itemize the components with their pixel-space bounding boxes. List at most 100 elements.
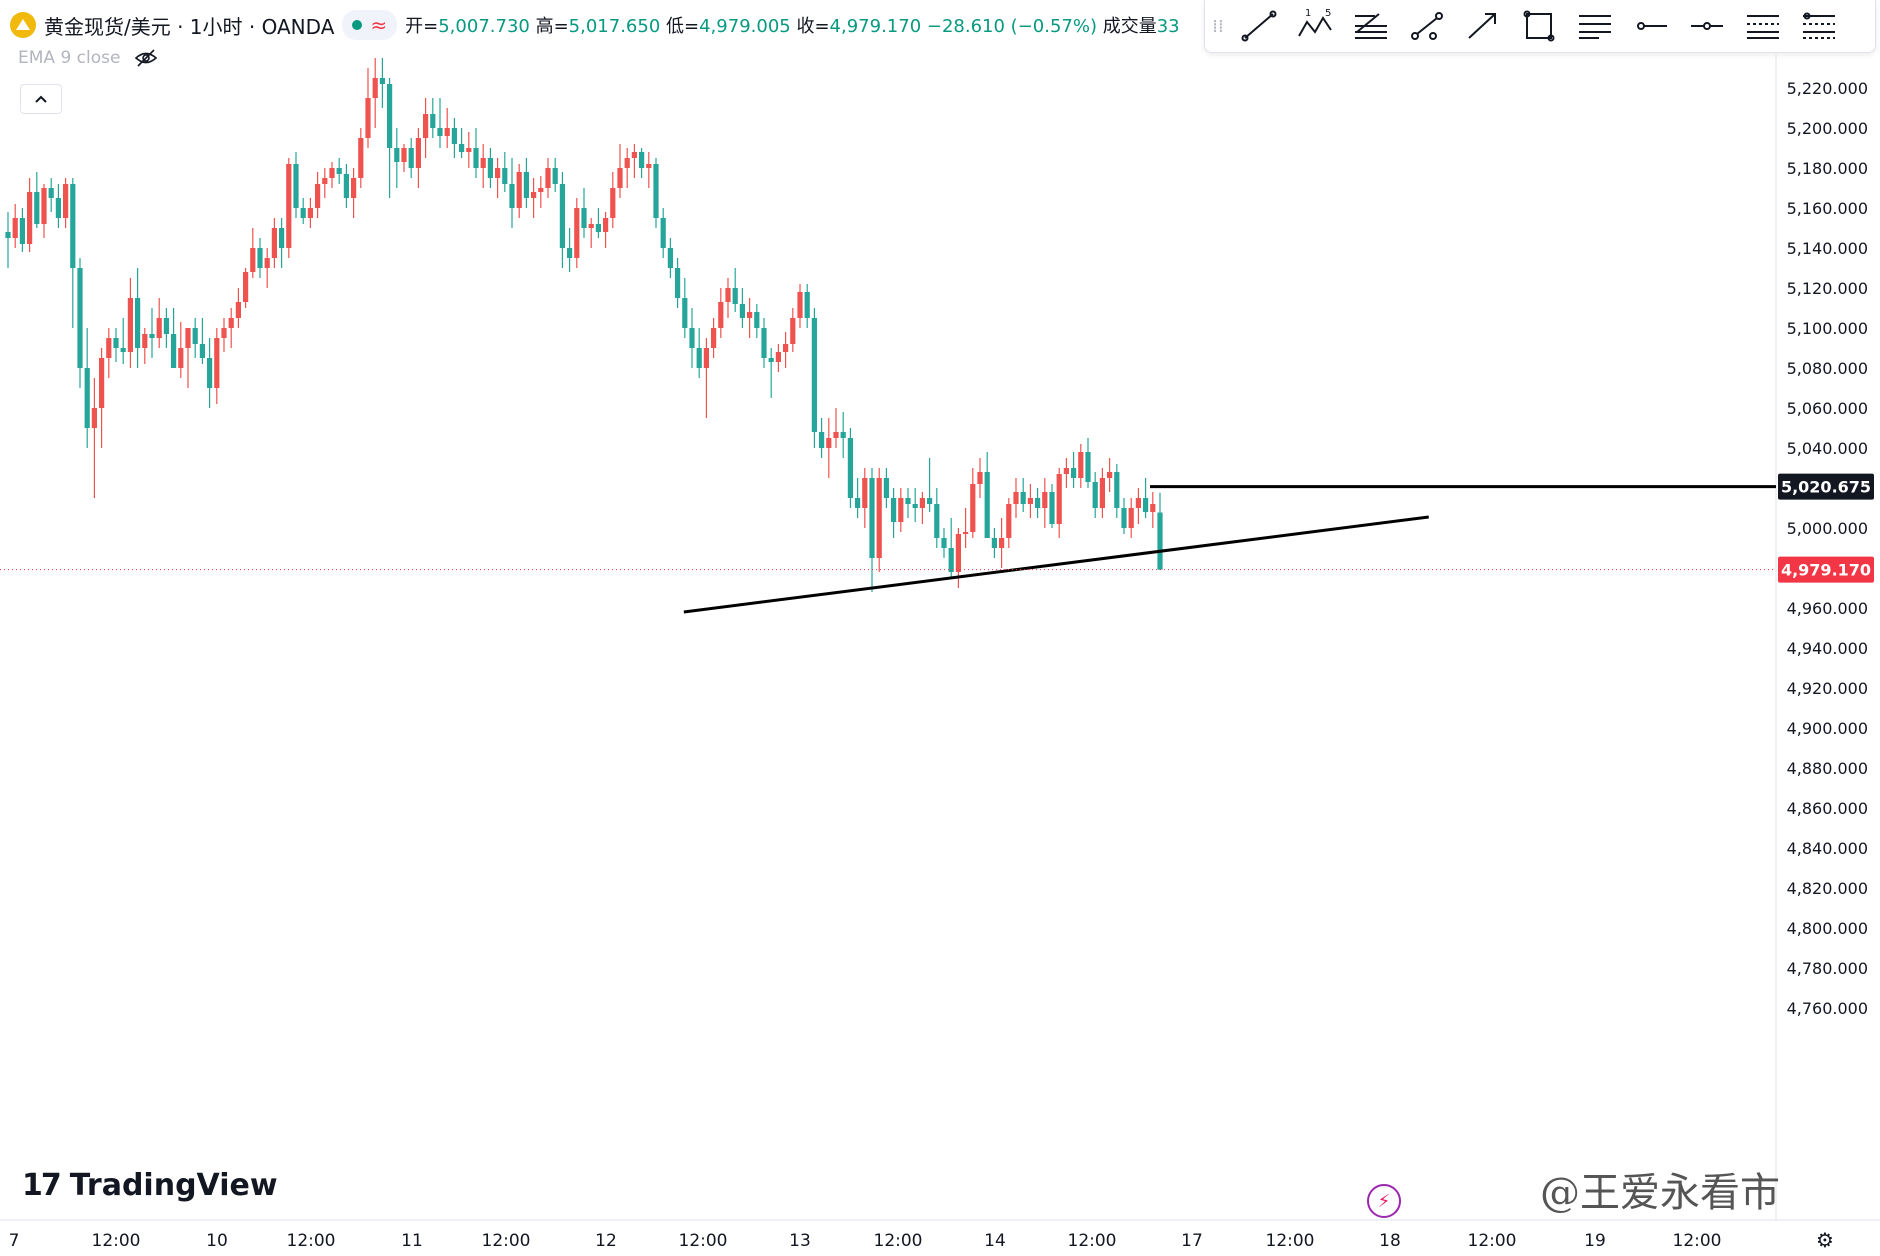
horizontal-lines-button[interactable] bbox=[1567, 4, 1623, 48]
branding-text: TradingView bbox=[69, 1168, 278, 1203]
ray-button[interactable] bbox=[1623, 4, 1679, 48]
market-status-pill[interactable]: ≈ bbox=[342, 10, 398, 40]
candle bbox=[1099, 468, 1105, 518]
candle bbox=[12, 204, 18, 248]
candle bbox=[423, 98, 429, 158]
time-axis[interactable]: 7 12:00 10 12:00 11 12:00 12 12:00 13 12:00 14 12:0… bbox=[9, 1231, 1722, 1251]
candle bbox=[41, 184, 47, 238]
candle-body bbox=[912, 504, 918, 508]
candle-body bbox=[77, 268, 83, 368]
candle bbox=[63, 178, 69, 228]
path-button[interactable] bbox=[1399, 4, 1455, 48]
candle bbox=[977, 458, 983, 498]
candle bbox=[243, 268, 249, 308]
candle bbox=[1049, 484, 1055, 528]
candle-body bbox=[970, 484, 976, 532]
tradingview-logo[interactable]: 17 TradingView bbox=[22, 1168, 278, 1203]
fib-channel-icon bbox=[1803, 12, 1835, 39]
candle-body bbox=[991, 538, 997, 548]
symbol-title[interactable]: 黄金现货/美元 · 1小时 · OANDA bbox=[44, 14, 335, 39]
candle-body bbox=[84, 368, 90, 428]
price-tick-label: 4,860.000 bbox=[1787, 799, 1868, 818]
time-tick-label: 12:00 bbox=[1673, 1231, 1722, 1251]
candle-body bbox=[163, 318, 169, 334]
candle bbox=[372, 58, 378, 128]
ohlc-values: 开=5,007.730 高=5,017.650 低=4,979.005 收=4,… bbox=[405, 12, 1180, 38]
fib-retracement-icon bbox=[1355, 13, 1387, 39]
candle bbox=[207, 338, 213, 408]
trend-line-button[interactable] bbox=[1231, 4, 1287, 48]
drawing-objects[interactable] bbox=[0, 485, 1776, 614]
candle bbox=[19, 208, 25, 252]
ema-indicator-legend[interactable]: EMA 9 close bbox=[18, 48, 158, 68]
candle bbox=[1092, 472, 1098, 518]
candle-body bbox=[574, 208, 580, 258]
price-axis[interactable]: 5,220.000 5,200.000 5,180.000 5,160.000 5,14… bbox=[1787, 79, 1868, 1018]
trend-line[interactable] bbox=[683, 515, 1429, 614]
candle-body bbox=[977, 472, 983, 484]
eye-slash-icon[interactable] bbox=[134, 48, 158, 68]
candle-body bbox=[545, 168, 551, 188]
price-tick-label: 5,040.000 bbox=[1787, 439, 1868, 458]
last-price-badge-bg bbox=[1778, 556, 1874, 583]
candle-body bbox=[1121, 508, 1127, 528]
path-icon bbox=[1411, 12, 1443, 40]
candle-body bbox=[552, 168, 558, 184]
candle-body bbox=[1092, 482, 1098, 508]
candle-body bbox=[358, 138, 364, 178]
candle-body bbox=[862, 478, 868, 508]
candle bbox=[351, 168, 357, 218]
candle bbox=[883, 468, 889, 508]
candle-body bbox=[934, 504, 940, 538]
candle-body bbox=[5, 232, 11, 238]
collapse-legend-button[interactable] bbox=[20, 84, 62, 114]
candle-body bbox=[408, 148, 414, 168]
fib-channel-button[interactable] bbox=[1791, 4, 1847, 48]
candle bbox=[55, 184, 61, 228]
candle-body bbox=[480, 158, 486, 168]
candle-body bbox=[343, 174, 349, 198]
candle-body bbox=[106, 338, 112, 358]
candle bbox=[99, 348, 105, 448]
candle bbox=[559, 172, 565, 268]
candle-body bbox=[984, 472, 990, 538]
candle-body bbox=[538, 188, 544, 192]
candle-body bbox=[293, 164, 299, 208]
candle bbox=[711, 318, 717, 358]
price-tick-label: 5,200.000 bbox=[1787, 119, 1868, 138]
settings-gear-icon[interactable]: ⚙ bbox=[1816, 1228, 1834, 1252]
candle-body bbox=[840, 432, 846, 438]
drag-handle-icon[interactable]: ⁞⁞ bbox=[1212, 15, 1224, 37]
candle bbox=[1035, 488, 1041, 518]
candle-body bbox=[1135, 498, 1141, 508]
parallel-channel-button[interactable] bbox=[1735, 4, 1791, 48]
lightning-icon[interactable]: ⚡ bbox=[1367, 1184, 1401, 1218]
candle-body bbox=[1049, 492, 1055, 524]
horizontal-ray-button[interactable] bbox=[1679, 4, 1735, 48]
chevron-up-icon bbox=[35, 95, 47, 103]
rectangle-button[interactable] bbox=[1511, 4, 1567, 48]
candle bbox=[322, 168, 328, 198]
candle-body bbox=[768, 358, 774, 362]
candle bbox=[415, 128, 421, 188]
candle-body bbox=[653, 164, 659, 218]
horizontal-lines-icon bbox=[1579, 15, 1611, 39]
candle bbox=[127, 278, 133, 368]
candle bbox=[696, 328, 702, 378]
candle bbox=[502, 152, 508, 192]
candle-body bbox=[1150, 504, 1156, 512]
candle bbox=[171, 308, 177, 368]
candle bbox=[1013, 478, 1019, 518]
candle-body bbox=[833, 432, 839, 438]
fib-retracement-button[interactable] bbox=[1343, 4, 1399, 48]
candle bbox=[264, 248, 270, 288]
candle-body bbox=[502, 168, 508, 184]
candle-body bbox=[754, 312, 760, 328]
candle-body bbox=[336, 168, 342, 174]
candle-body bbox=[559, 184, 565, 248]
time-tick-label: 7 bbox=[9, 1231, 20, 1251]
candle bbox=[437, 98, 443, 148]
arrow-line-button[interactable] bbox=[1455, 4, 1511, 48]
